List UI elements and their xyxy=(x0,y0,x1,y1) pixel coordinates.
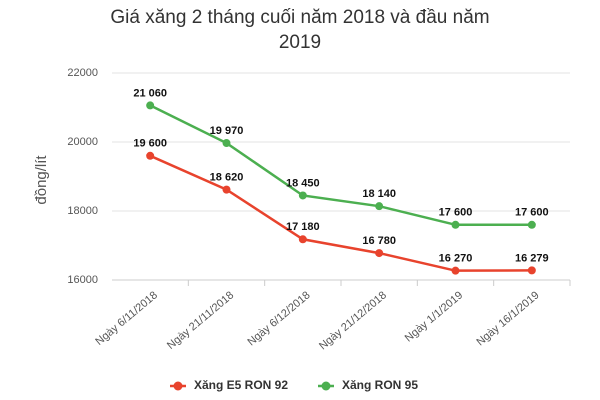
data-point xyxy=(222,185,231,194)
data-point xyxy=(527,266,536,275)
y-tick-label: 20000 xyxy=(67,136,98,148)
data-label: 17 600 xyxy=(515,207,549,219)
data-label: 19 600 xyxy=(133,138,167,150)
y-tick-label: 22000 xyxy=(67,67,98,79)
data-label: 16 780 xyxy=(362,235,396,247)
data-point xyxy=(222,139,231,148)
data-label: 16 279 xyxy=(515,252,549,264)
data-point xyxy=(375,249,384,258)
chart-title: Giá xăng 2 tháng cuối năm 2018 và đầu nă… xyxy=(110,7,489,53)
data-point xyxy=(451,220,460,229)
data-point xyxy=(298,235,307,244)
data-point xyxy=(146,101,155,110)
series-line xyxy=(149,154,532,272)
x-tick-label: Ngày 16/1/2019 xyxy=(474,289,541,348)
data-label: 21 060 xyxy=(133,87,167,99)
y-tick-label: 16000 xyxy=(67,274,98,286)
data-point xyxy=(527,220,536,229)
legend-marker xyxy=(321,381,331,391)
data-label: 18 620 xyxy=(210,172,244,184)
data-label: 18 450 xyxy=(286,177,320,189)
series-line xyxy=(149,104,532,227)
data-point xyxy=(451,266,460,275)
legend-label: Xăng RON 95 xyxy=(342,378,418,392)
legend-marker xyxy=(173,381,183,391)
data-label: 17 600 xyxy=(439,207,473,219)
data-label: 19 970 xyxy=(210,125,244,137)
data-label: 17 180 xyxy=(286,221,320,233)
x-tick-label: Ngày 21/12/2018 xyxy=(317,289,389,352)
x-tick-label: Ngày 6/11/2018 xyxy=(93,289,160,348)
y-axis-label: đồng/lít xyxy=(33,155,50,205)
y-tick-label: 18000 xyxy=(67,205,98,217)
data-label: 16 270 xyxy=(439,253,473,265)
x-tick-label: Ngày 6/12/2018 xyxy=(245,289,312,348)
data-point xyxy=(298,191,307,200)
x-tick-label: Ngày 1/1/2019 xyxy=(403,289,466,344)
data-label: 18 140 xyxy=(362,188,396,200)
x-tick-label: Ngày 21/11/2018 xyxy=(165,289,236,352)
legend-label: Xăng E5 RON 92 xyxy=(194,378,288,392)
data-point xyxy=(146,151,155,160)
data-point xyxy=(375,202,384,211)
